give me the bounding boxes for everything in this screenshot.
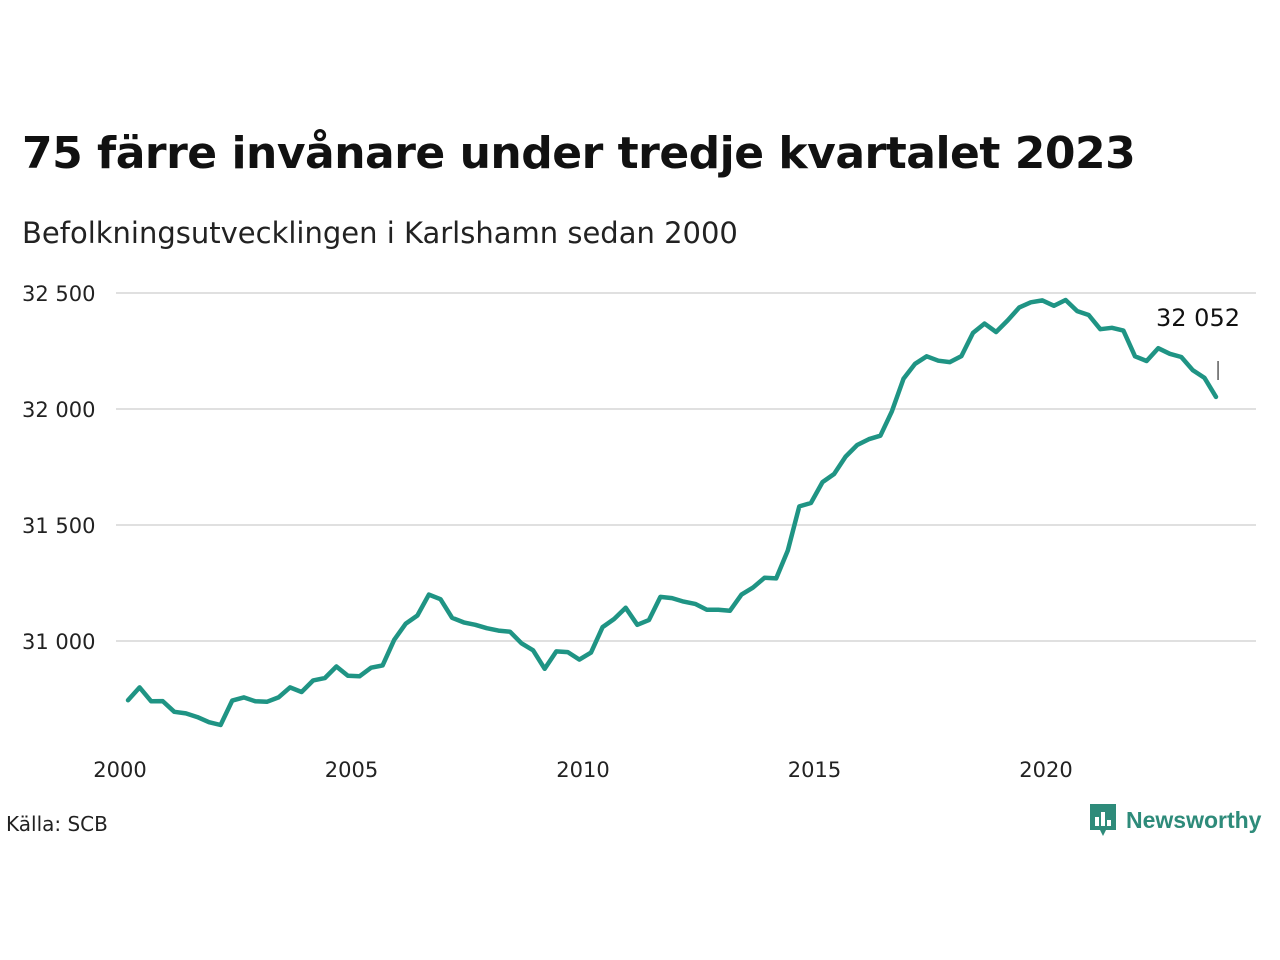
y-axis-ticks: 31 000 31 500 32 000 32 500: [22, 282, 95, 654]
gridlines: [116, 292, 1256, 642]
newsworthy-logo-icon: [1090, 804, 1116, 836]
y-tick-label: 31 500: [22, 514, 95, 538]
end-annotation: 32 052: [1156, 304, 1240, 380]
brand-name: Newsworthy: [1126, 806, 1262, 833]
x-tick-label: 2015: [788, 758, 841, 782]
x-tick-label: 2000: [93, 758, 146, 782]
y-tick-label: 32 500: [22, 282, 95, 306]
x-tick-label: 2010: [556, 758, 609, 782]
chart-title: 75 färre invånare under tredje kvartalet…: [22, 128, 1136, 179]
chart-subtitle: Befolkningsutvecklingen i Karlshamn seda…: [22, 216, 738, 250]
y-tick-label: 31 000: [22, 630, 95, 654]
series-line: [125, 297, 1219, 728]
x-tick-label: 2005: [325, 758, 378, 782]
x-axis-ticks: 2000 2005 2010 2015 2020: [93, 758, 1072, 782]
y-tick-label: 32 000: [22, 398, 95, 422]
x-tick-label: 2020: [1019, 758, 1072, 782]
source-note: Källa: SCB: [6, 812, 108, 836]
brand: Newsworthy: [1088, 802, 1261, 838]
series-group: [125, 297, 1219, 728]
end-value-label: 32 052: [1156, 304, 1240, 332]
